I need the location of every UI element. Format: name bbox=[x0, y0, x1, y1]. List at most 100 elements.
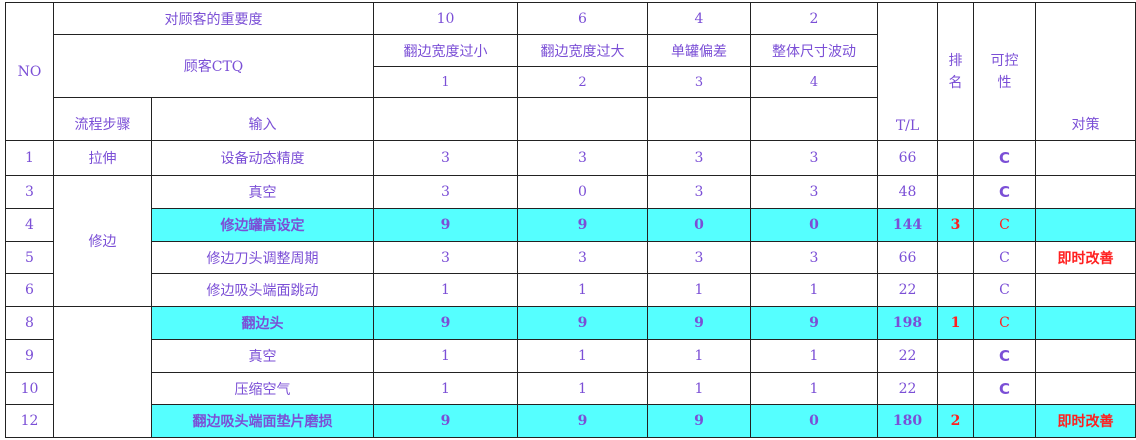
score-cell: 3 bbox=[750, 241, 878, 274]
ctq-name-4: 整体尺寸波动 bbox=[750, 34, 878, 67]
ctq-index-2: 2 bbox=[517, 66, 648, 98]
action-cell bbox=[1035, 140, 1136, 176]
blank bbox=[517, 97, 648, 141]
action-cell bbox=[1035, 372, 1136, 405]
table-row: 5 修边刀头调整周期 3 3 3 3 66 C 即时改善 bbox=[5, 241, 1136, 274]
input-cell: 压缩空气 bbox=[151, 372, 374, 405]
table-row: 1 拉伸 设备动态精度 3 3 3 3 66 C bbox=[5, 140, 1136, 176]
score-cell: 1 bbox=[647, 339, 751, 373]
step-cell: 拉伸 bbox=[53, 140, 152, 176]
input-cell: 设备动态精度 bbox=[151, 140, 374, 176]
tl-cell: 180 bbox=[877, 404, 938, 438]
control-cell: C bbox=[973, 372, 1036, 405]
action-cell: 即时改善 bbox=[1035, 404, 1136, 438]
row-no: 12 bbox=[5, 404, 54, 438]
action-cell bbox=[1035, 175, 1136, 209]
score-cell: 3 bbox=[647, 175, 751, 209]
score-cell: 9 bbox=[517, 306, 648, 340]
score-cell: 9 bbox=[373, 306, 518, 340]
tl-cell: 66 bbox=[877, 140, 938, 176]
control-cell bbox=[973, 404, 1036, 438]
input-cell: 真空 bbox=[151, 175, 374, 209]
header-ctq: 顾客CTQ bbox=[53, 34, 374, 98]
score-cell: 1 bbox=[647, 372, 751, 405]
rank-cell bbox=[937, 175, 974, 209]
ctq-index-4: 4 bbox=[750, 66, 878, 98]
score-cell: 0 bbox=[517, 175, 648, 209]
score-cell: 3 bbox=[517, 241, 648, 274]
rank-cell bbox=[937, 241, 974, 274]
action-cell bbox=[1035, 208, 1136, 242]
score-cell: 9 bbox=[750, 306, 878, 340]
header-input: 输入 bbox=[151, 97, 374, 141]
header-importance: 对顾客的重要度 bbox=[53, 2, 374, 35]
rank-cell: 2 bbox=[937, 404, 974, 438]
tl-cell: 66 bbox=[877, 241, 938, 274]
header-rank: 排名 bbox=[937, 2, 974, 141]
control-cell: C bbox=[973, 208, 1036, 242]
control-cell: C bbox=[973, 306, 1036, 340]
score-cell: 0 bbox=[750, 208, 878, 242]
row-no: 3 bbox=[5, 175, 54, 209]
score-cell: 0 bbox=[647, 208, 751, 242]
ctq-name-2: 翻边宽度过大 bbox=[517, 34, 648, 67]
ctq-name-3: 单罐偏差 bbox=[647, 34, 751, 67]
score-cell: 0 bbox=[750, 404, 878, 438]
score-cell: 9 bbox=[373, 208, 518, 242]
input-cell: 修边罐高设定 bbox=[151, 208, 374, 242]
score-cell: 9 bbox=[647, 306, 751, 340]
ce-matrix-table: NO 对顾客的重要度 10 6 4 2 T/L 排名 可控性 对策 顾客CTQ … bbox=[5, 2, 1136, 438]
rank-cell: 1 bbox=[937, 306, 974, 340]
score-cell: 1 bbox=[517, 273, 648, 307]
control-cell: C bbox=[973, 339, 1036, 373]
header-rank-label: 排名 bbox=[948, 52, 963, 91]
importance-4: 2 bbox=[750, 2, 878, 35]
row-no: 4 bbox=[5, 208, 54, 242]
table-body: 1 拉伸 设备动态精度 3 3 3 3 66 C 3 修边 真空 3 0 3 3 48 C 4 修边罐高设定 9 9 0 0 1… bbox=[5, 140, 1136, 438]
action-cell: 即时改善 bbox=[1035, 241, 1136, 274]
table-row: 6 修边吸头端面跳动 1 1 1 1 22 C bbox=[5, 273, 1136, 307]
score-cell: 1 bbox=[750, 339, 878, 373]
blank bbox=[647, 97, 751, 141]
score-cell: 3 bbox=[373, 140, 518, 176]
action-cell bbox=[1035, 339, 1136, 373]
table-row: 8 翻边头 9 9 9 9 198 1 C bbox=[5, 306, 1136, 438]
rank-cell bbox=[937, 339, 974, 373]
table-row: 3 修边 真空 3 0 3 3 48 C bbox=[5, 175, 1136, 307]
score-cell: 1 bbox=[647, 273, 751, 307]
input-cell: 翻边吸头端面垫片磨损 bbox=[151, 404, 374, 438]
tl-cell: 22 bbox=[877, 273, 938, 307]
score-cell: 3 bbox=[647, 140, 751, 176]
header-step: 流程步骤 bbox=[53, 97, 152, 141]
score-cell: 9 bbox=[647, 404, 751, 438]
score-cell: 1 bbox=[373, 372, 518, 405]
input-cell: 真空 bbox=[151, 339, 374, 373]
tl-cell: 22 bbox=[877, 339, 938, 373]
input-cell: 修边吸头端面跳动 bbox=[151, 273, 374, 307]
tl-cell: 48 bbox=[877, 175, 938, 209]
table-row: 10 压缩空气 1 1 1 1 22 C bbox=[5, 372, 1136, 405]
row-no: 1 bbox=[5, 140, 54, 176]
control-cell: C bbox=[973, 273, 1036, 307]
action-cell bbox=[1035, 273, 1136, 307]
row-no: 6 bbox=[5, 273, 54, 307]
importance-1: 10 bbox=[373, 2, 518, 35]
input-cell: 修边刀头调整周期 bbox=[151, 241, 374, 274]
rank-cell bbox=[937, 273, 974, 307]
rank-cell bbox=[937, 372, 974, 405]
step-cell bbox=[53, 306, 152, 438]
score-cell: 3 bbox=[750, 140, 878, 176]
blank bbox=[373, 97, 518, 141]
row-no: 10 bbox=[5, 372, 54, 405]
score-cell: 9 bbox=[517, 208, 648, 242]
ctq-index-3: 3 bbox=[647, 66, 751, 98]
importance-3: 4 bbox=[647, 2, 751, 35]
score-cell: 1 bbox=[517, 339, 648, 373]
control-cell: C bbox=[973, 140, 1036, 176]
header-action: 对策 bbox=[1035, 2, 1136, 141]
score-cell: 3 bbox=[517, 140, 648, 176]
score-cell: 1 bbox=[750, 372, 878, 405]
tl-cell: 22 bbox=[877, 372, 938, 405]
score-cell: 3 bbox=[373, 241, 518, 274]
ctq-index-1: 1 bbox=[373, 66, 518, 98]
